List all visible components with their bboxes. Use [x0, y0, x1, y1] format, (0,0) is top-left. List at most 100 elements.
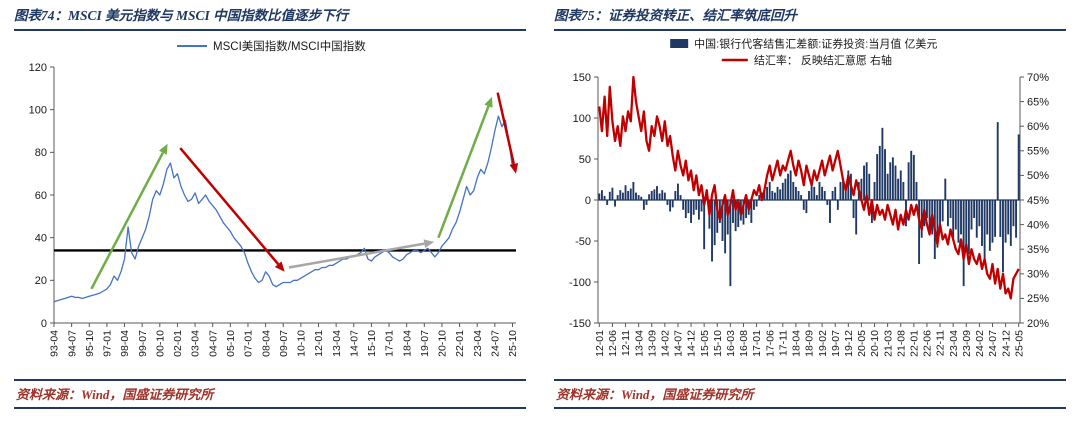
- figure-74-source: 资料来源：Wind，国盛证券研究所: [16, 387, 214, 402]
- figure-74-title-rule: [14, 29, 526, 31]
- svg-text:00-10: 00-10: [154, 330, 166, 357]
- svg-text:16-08: 16-08: [738, 330, 750, 357]
- svg-text:120: 120: [29, 62, 47, 74]
- svg-text:98-04: 98-04: [119, 330, 131, 357]
- figure-75-panel: 图表75：证券投资转正、结汇率筑底回升 -150 -100 -50 0 50 100 150…: [540, 0, 1080, 424]
- svg-text:12-01: 12-01: [594, 330, 606, 357]
- svg-text:17-11: 17-11: [777, 330, 789, 356]
- x-axis-labels: 12-01 12-06 12-11 13-04 13-09 14-02 14-07 14-12…: [594, 323, 1025, 357]
- svg-text:22-01: 22-01: [909, 330, 921, 357]
- svg-text:-100: -100: [569, 277, 591, 289]
- svg-text:24-07: 24-07: [490, 330, 502, 357]
- svg-text:12-11: 12-11: [620, 330, 632, 356]
- svg-text:23-09: 23-09: [961, 330, 973, 357]
- svg-text:20-05: 20-05: [856, 330, 868, 357]
- svg-text:19-12: 19-12: [843, 330, 855, 357]
- svg-text:15-10: 15-10: [712, 330, 724, 357]
- svg-text:40%: 40%: [1027, 219, 1049, 231]
- svg-text:65%: 65%: [1027, 96, 1049, 108]
- svg-text:60: 60: [35, 190, 47, 202]
- svg-text:95-10: 95-10: [84, 330, 96, 357]
- svg-text:100: 100: [573, 113, 591, 125]
- svg-text:22-06: 22-06: [922, 330, 934, 357]
- svg-text:-50: -50: [575, 236, 591, 248]
- svg-text:99-07: 99-07: [137, 330, 149, 357]
- svg-text:19-07: 19-07: [830, 330, 842, 357]
- legend: MSCI美国指数/MSCI中国指数: [177, 39, 366, 53]
- svg-text:15-05: 15-05: [699, 330, 711, 357]
- svg-text:08-04: 08-04: [260, 330, 272, 357]
- svg-text:25-10: 25-10: [507, 330, 519, 357]
- svg-text:20-10: 20-10: [869, 330, 881, 357]
- y-axis-labels: 0 20 40 60 80 100 120: [29, 62, 54, 330]
- svg-text:40: 40: [35, 232, 47, 244]
- svg-text:07-01: 07-01: [243, 330, 255, 357]
- svg-text:14-12: 14-12: [686, 330, 698, 357]
- figure-75-footer-rule: [554, 407, 1066, 409]
- svg-text:17-01: 17-01: [751, 330, 763, 357]
- svg-text:35%: 35%: [1027, 244, 1049, 256]
- msci-ratio-line-chart: 0 20 40 60 80 100 120 93-04 94-07 95-10 97-01 98-04…: [29, 39, 520, 357]
- svg-text:94-07: 94-07: [66, 330, 78, 357]
- figure-74-footer-rule: [14, 407, 526, 409]
- svg-text:18-04: 18-04: [401, 330, 413, 357]
- svg-text:23-04: 23-04: [472, 330, 484, 357]
- svg-text:24-02: 24-02: [974, 330, 986, 357]
- svg-text:80: 80: [35, 147, 47, 159]
- figure-75-source-rule: [554, 379, 1066, 381]
- svg-text:14-02: 14-02: [660, 330, 672, 357]
- svg-text:09-07: 09-07: [278, 330, 290, 357]
- svg-text:45%: 45%: [1027, 195, 1049, 207]
- svg-text:55%: 55%: [1027, 146, 1049, 158]
- settlement-rate-series-line: [598, 75, 1020, 300]
- svg-text:05-10: 05-10: [225, 330, 237, 357]
- figure-74-title: 图表74：MSCI 美元指数与 MSCI 中国指数比值逐步下行: [14, 8, 349, 23]
- svg-text:13-04: 13-04: [633, 330, 645, 357]
- figure-75-title-rule: [554, 29, 1066, 31]
- svg-text:93-04: 93-04: [49, 330, 61, 357]
- svg-text:60%: 60%: [1027, 121, 1049, 133]
- svg-text:24-07: 24-07: [987, 330, 999, 357]
- svg-text:50%: 50%: [1027, 170, 1049, 182]
- figure-74-panel: 图表74：MSCI 美元指数与 MSCI 中国指数比值逐步下行 0 20 40 60 8…: [14, 8, 526, 409]
- svg-text:MSCI美国指数/MSCI中国指数: MSCI美国指数/MSCI中国指数: [213, 39, 366, 53]
- axes: [53, 67, 516, 324]
- svg-text:20-10: 20-10: [437, 330, 449, 357]
- svg-text:14-07: 14-07: [348, 330, 360, 357]
- svg-text:02-01: 02-01: [172, 330, 184, 357]
- svg-text:结汇率： 反映结汇意愿 右轴: 结汇率： 反映结汇意愿 右轴: [754, 53, 892, 67]
- svg-text:18-04: 18-04: [791, 330, 803, 357]
- svg-text:22-01: 22-01: [454, 330, 466, 357]
- svg-text:13-04: 13-04: [331, 330, 343, 357]
- svg-text:20: 20: [35, 275, 47, 287]
- securities-settlement-combo-chart: -150 -100 -50 0 50 100 150 20% 25% 30% 35% 40% 45% 50…: [569, 37, 1049, 357]
- svg-text:24-12: 24-12: [1000, 330, 1012, 357]
- svg-text:97-01: 97-01: [102, 330, 114, 357]
- settlement-balance-bars: [598, 122, 1020, 287]
- svg-text:中国:银行代客结售汇差额:证券投资:当月值 亿美元: 中国:银行代客结售汇差额:证券投资:当月值 亿美元: [694, 37, 937, 51]
- figure-75-title: 图表75：证券投资转正、结汇率筑底回升: [554, 8, 797, 23]
- svg-text:25-05: 25-05: [1013, 330, 1025, 357]
- svg-text:13-09: 13-09: [646, 330, 658, 357]
- right-axis-labels: 20% 25% 30% 35% 40% 45% 50% 55% 60% 65% 70%: [1020, 72, 1049, 330]
- figure-74-source-rule: [14, 379, 526, 381]
- svg-text:-150: -150: [569, 318, 591, 330]
- svg-text:04-07: 04-07: [207, 330, 219, 357]
- svg-text:14-07: 14-07: [673, 330, 685, 357]
- svg-text:70%: 70%: [1027, 72, 1049, 84]
- svg-text:16-03: 16-03: [725, 330, 737, 357]
- svg-text:17-06: 17-06: [764, 330, 776, 357]
- trend-arrows: [90, 92, 519, 290]
- svg-text:30%: 30%: [1027, 269, 1049, 281]
- svg-text:25%: 25%: [1027, 293, 1049, 305]
- svg-text:12-01: 12-01: [313, 330, 325, 357]
- svg-text:17-01: 17-01: [384, 330, 396, 357]
- svg-text:12-06: 12-06: [607, 330, 619, 357]
- x-axis-labels: 93-04 94-07 95-10 97-01 98-04 99-07 00-10 02-01…: [49, 323, 519, 357]
- svg-text:22-11: 22-11: [935, 330, 947, 356]
- svg-text:19-02: 19-02: [817, 330, 829, 357]
- svg-text:10-10: 10-10: [296, 330, 308, 357]
- svg-text:21-03: 21-03: [882, 330, 894, 357]
